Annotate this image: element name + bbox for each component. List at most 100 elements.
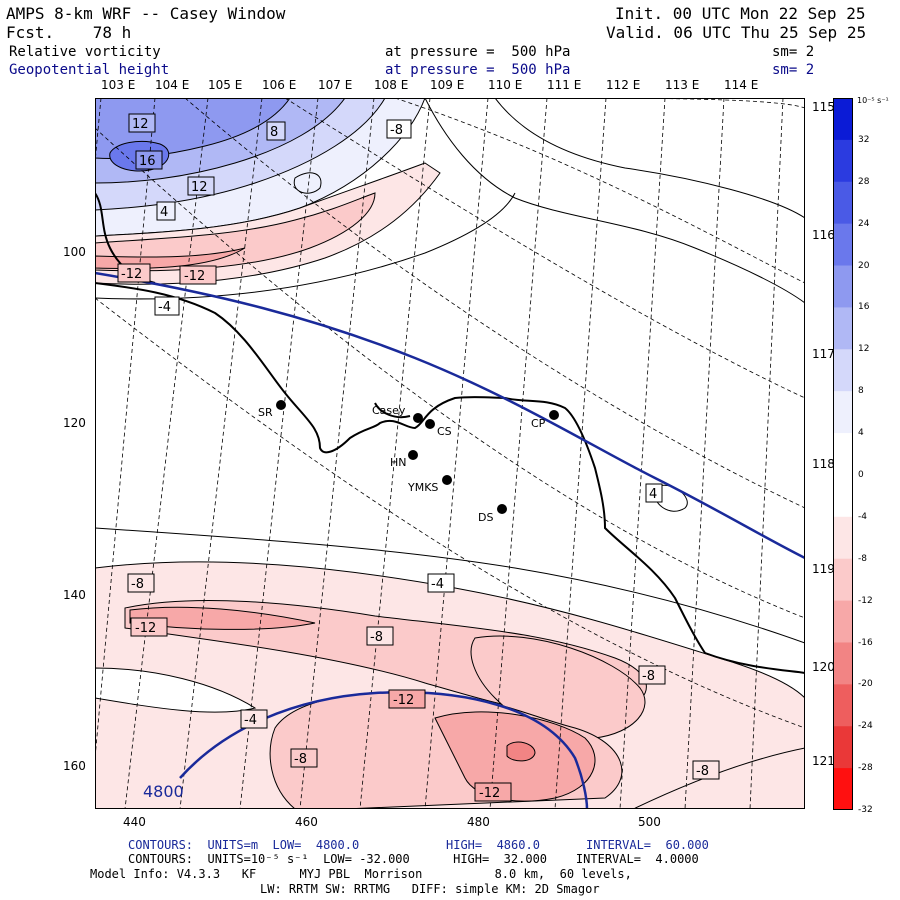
svg-text:-8: -8	[294, 752, 307, 767]
svg-text:-4: -4	[158, 300, 171, 315]
colorbar-swatch	[833, 139, 853, 183]
contour-label: 4	[156, 201, 176, 221]
valid-time: Valid. 06 UTC Thu 25 Sep 25	[606, 23, 867, 42]
station-label: CP	[531, 417, 546, 430]
colorbar-swatch	[833, 391, 853, 434]
colorbar-swatch	[833, 600, 853, 643]
svg-text:12: 12	[191, 180, 208, 195]
contour-label: 12	[187, 176, 215, 196]
contour-label: -12	[117, 263, 151, 283]
svg-text:-8: -8	[131, 577, 144, 592]
field1-name: Relative vorticity	[9, 44, 161, 60]
colorbar-swatch	[833, 516, 853, 560]
y-axis-label: 100	[63, 245, 86, 259]
station-marker-sr	[276, 400, 286, 410]
contour-value-labels: 12 8 -8 16 12 4 -12 -12 -4 4 -8 -4 -12 -…	[117, 113, 720, 802]
negative-vorticity-band-north	[95, 162, 441, 285]
y-axis-label: 160	[63, 759, 86, 773]
contour-label: -8	[638, 665, 666, 685]
station-markers	[276, 400, 559, 514]
colorbar-tick-label: -24	[858, 721, 873, 732]
footer-height-interval: INTERVAL= 60.000	[586, 838, 709, 852]
colorbar-swatch	[833, 768, 853, 810]
field2-smoothing: sm= 2	[772, 62, 815, 78]
station-marker-hn	[408, 450, 418, 460]
svg-text:-8: -8	[390, 123, 403, 138]
x-axis-label: 460	[295, 815, 318, 829]
lon-label: 103 E	[101, 78, 136, 92]
x-axis-label: 440	[123, 815, 146, 829]
colorbar-swatch	[833, 98, 853, 141]
contour-label: -8	[127, 573, 155, 593]
init-time: Init. 00 UTC Mon 22 Sep 25	[615, 4, 866, 23]
station-label: Casey	[372, 404, 406, 417]
colorbar-tick-label: -28	[858, 763, 873, 774]
contour-label: 8	[266, 121, 286, 141]
colorbar-swatch	[833, 433, 853, 476]
svg-text:-8: -8	[370, 630, 383, 645]
x-axis-label: 500	[638, 815, 661, 829]
lon-label: 108 E	[374, 78, 409, 92]
svg-text:-4: -4	[244, 713, 257, 728]
forecast-hour: Fcst. 78 h	[6, 23, 132, 42]
colorbar-tick-label: -32	[858, 805, 873, 815]
colorbar-tick-label: -8	[858, 553, 867, 564]
lon-label: 106 E	[262, 78, 297, 92]
station-label: DS	[478, 511, 493, 524]
contour-label: -8	[366, 626, 394, 646]
map-graticule	[95, 98, 805, 809]
station-marker-cs	[425, 419, 435, 429]
colorbar-tick-label: 28	[858, 176, 870, 187]
footer-height-contours: CONTOURS: UNITS=m LOW= 4800.0 HIGH= 4860.…	[128, 838, 709, 852]
colorbar-swatch	[833, 474, 853, 518]
lon-label: 111 E	[547, 78, 582, 92]
field1-smoothing: sm= 2	[772, 44, 815, 60]
map-frame	[95, 98, 805, 809]
lon-label: 113 E	[665, 78, 700, 92]
contour-label: -4	[154, 296, 180, 316]
contour-label: -4	[240, 709, 268, 729]
station-label: SR	[258, 406, 273, 419]
colorbar-swatch	[833, 181, 853, 225]
y-axis-label: 120	[63, 416, 86, 430]
contour-label: -8	[290, 748, 318, 768]
colorbar-swatch	[833, 726, 853, 769]
colorbar-tick-label: -16	[858, 637, 873, 648]
lon-label: 110 E	[488, 78, 523, 92]
svg-text:-4: -4	[431, 577, 444, 592]
footer-physics-info: LW: RRTM SW: RRTMG DIFF: simple KM: 2D S…	[260, 882, 600, 896]
field2-level: at pressure = 500 hPa	[385, 62, 571, 78]
footer-height-low: CONTOURS: UNITS=m LOW= 4800.0	[128, 838, 360, 852]
station-marker-casey	[413, 413, 423, 423]
colorbar-tick-label: -20	[858, 679, 873, 690]
station-marker-cp	[549, 410, 559, 420]
contour-label: 12	[128, 113, 156, 133]
svg-text:-12: -12	[393, 693, 414, 708]
contour-label: -12	[388, 689, 426, 709]
contour-label: -12	[179, 265, 217, 285]
vorticity-colorbar	[833, 98, 853, 810]
contour-label: 4	[645, 483, 663, 503]
footer-vorticity-contours: CONTOURS: UNITS=10⁻⁵ s⁻¹ LOW= -32.000 HI…	[128, 852, 699, 866]
svg-text:12: 12	[132, 117, 149, 132]
station-marker-ymks	[442, 475, 452, 485]
colorbar-tick-label: 32	[858, 134, 870, 145]
lon-label: 107 E	[318, 78, 353, 92]
svg-text:4: 4	[649, 487, 657, 502]
contour-label: 16	[135, 150, 163, 170]
colorbar-unit: 10⁻⁵ s⁻¹	[857, 96, 889, 105]
footer-model-info: Model Info: V4.3.3 KF MYJ PBL Morrison 8…	[90, 867, 632, 881]
colorbar-tick-label: 4	[858, 428, 864, 439]
station-labels: SR Casey CS CP HN YMKS DS	[258, 404, 546, 524]
lon-label: 112 E	[606, 78, 641, 92]
svg-text:16: 16	[139, 154, 156, 169]
colorbar-swatch	[833, 223, 853, 267]
contour-label: -12	[130, 617, 168, 637]
colorbar-tick-label: 12	[858, 344, 870, 355]
vorticity-contours	[95, 98, 805, 809]
height-contour-label: 4800	[143, 782, 184, 801]
y-axis-label: 140	[63, 588, 86, 602]
colorbar-swatch	[833, 642, 853, 685]
svg-text:4: 4	[160, 205, 168, 220]
contour-label: -4	[427, 573, 455, 593]
